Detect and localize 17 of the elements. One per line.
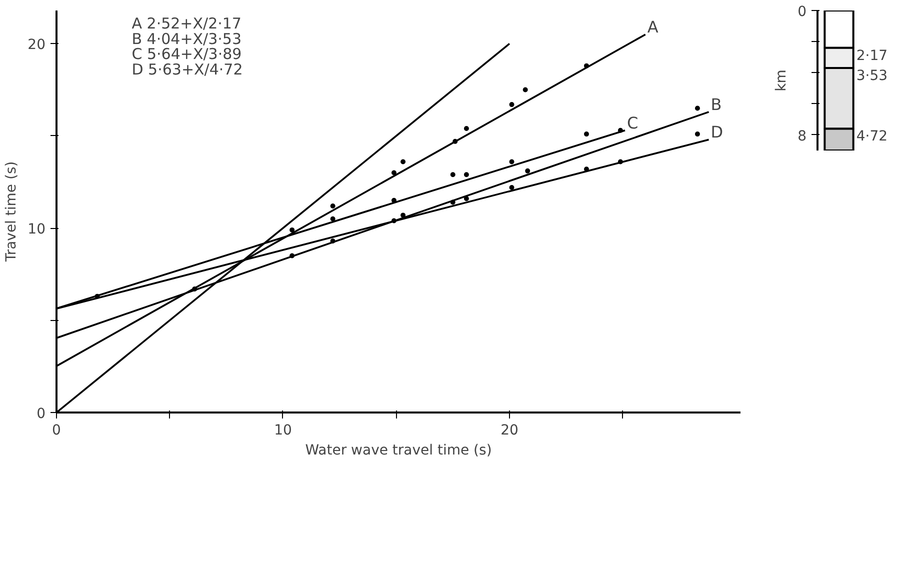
series-label: C <box>626 113 638 132</box>
x-tick-label: 10 <box>274 422 292 438</box>
series-label: 2·17 <box>856 48 888 64</box>
x-axis-title: Water wave travel time (s) <box>305 442 492 458</box>
x-tick-label: 20 <box>500 422 518 438</box>
series-label: A <box>647 17 658 36</box>
y-tick-label: 10 <box>28 222 46 238</box>
y-tick-label: 8 <box>798 128 807 144</box>
y-axis-title: km <box>774 70 790 92</box>
x-tick-label: 0 <box>52 422 61 438</box>
series-label: D <box>710 122 724 142</box>
series-label: B <box>710 94 722 114</box>
y-tick-label: 0 <box>36 406 46 422</box>
y-tick-label: 20 <box>28 37 46 54</box>
y-axis-title: Travel time (s) <box>4 161 20 263</box>
series-label: 4·72 <box>856 128 888 145</box>
series-label: 3·53 <box>856 68 888 84</box>
